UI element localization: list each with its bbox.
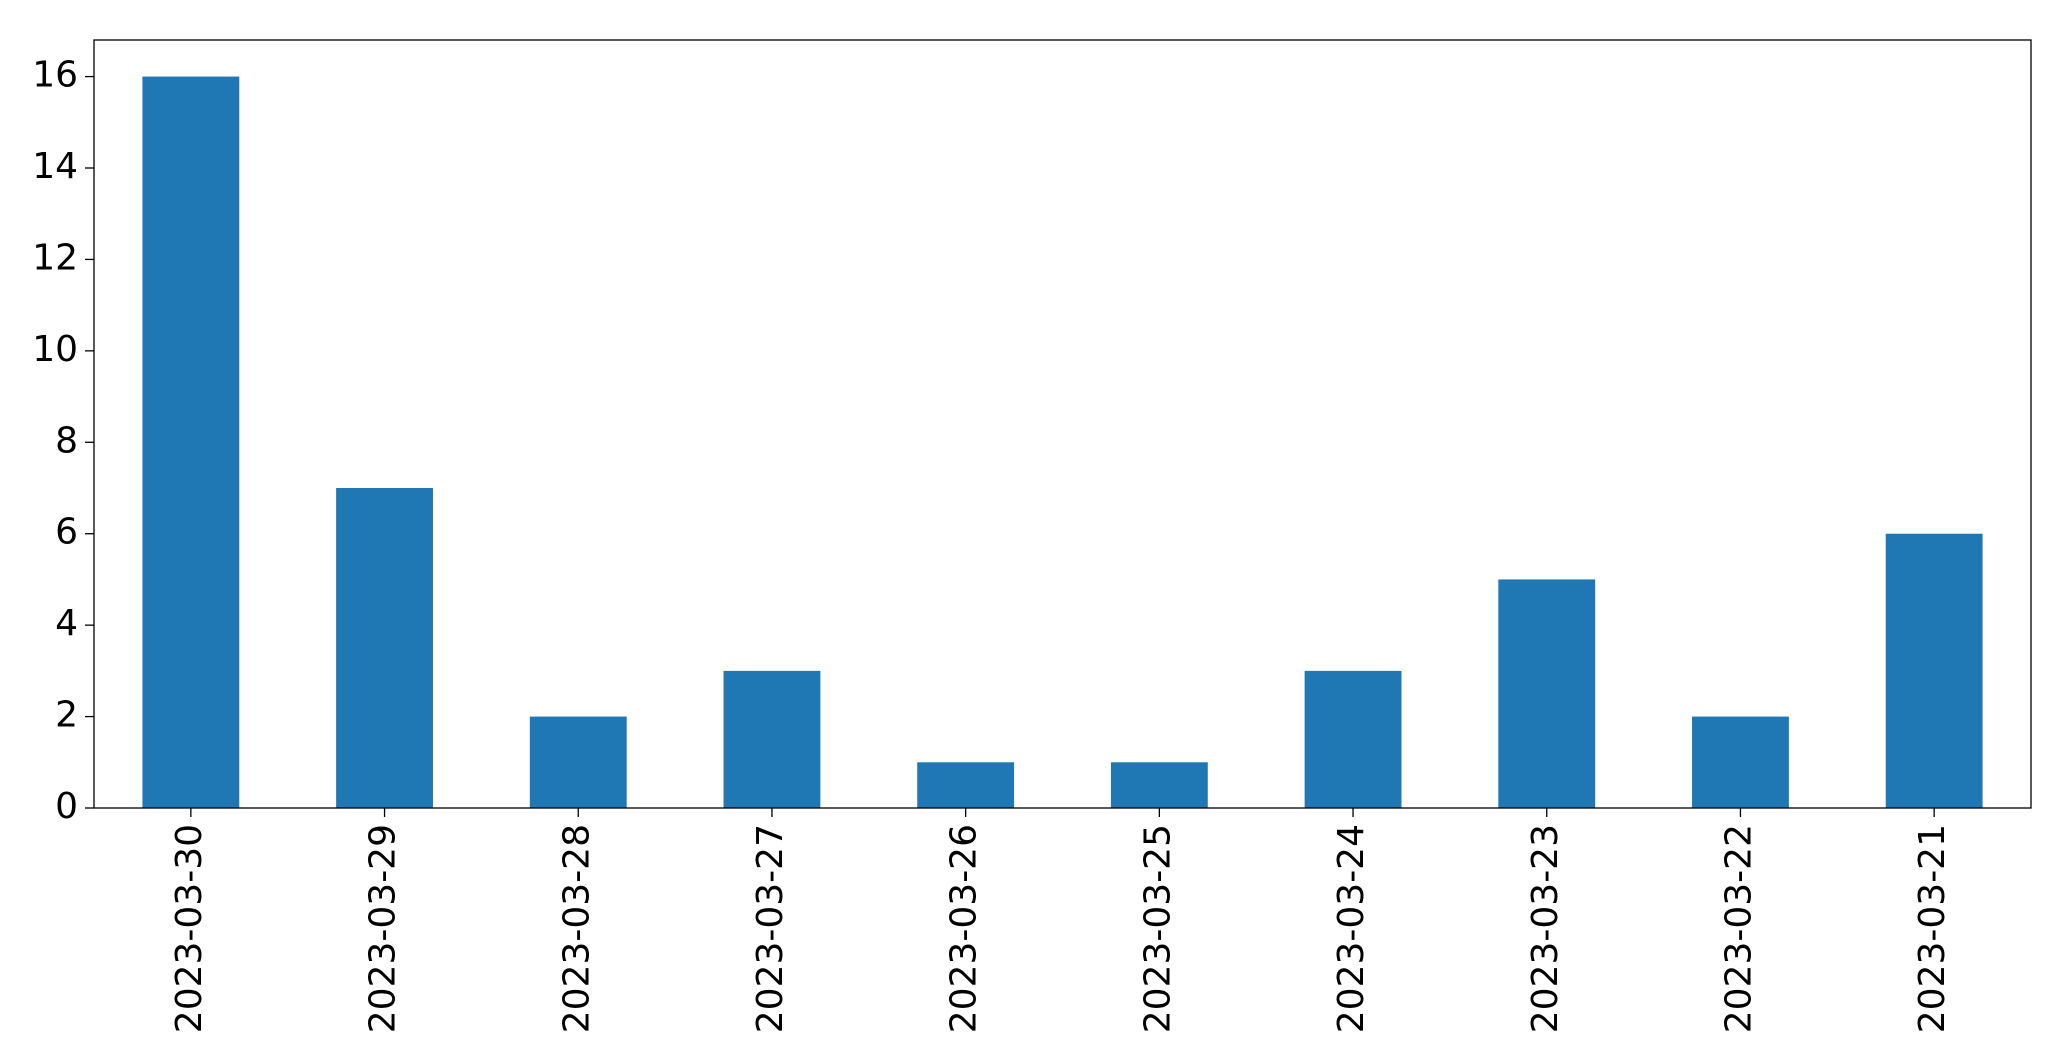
bar xyxy=(1110,762,1208,808)
bar xyxy=(1885,533,1983,808)
bar xyxy=(142,76,240,809)
y-tick-label: 0 xyxy=(55,786,78,827)
y-tick-label: 14 xyxy=(32,146,78,187)
bar xyxy=(1498,579,1596,808)
plot-frame xyxy=(93,39,2032,809)
y-tick-label: 10 xyxy=(32,329,78,370)
bar xyxy=(529,716,627,808)
bar xyxy=(1692,716,1789,808)
bar xyxy=(336,488,433,808)
y-tick-label: 8 xyxy=(55,420,78,461)
x-tick-label: 2023-03-26 xyxy=(944,824,985,1033)
y-tick-label: 16 xyxy=(32,55,78,96)
bar xyxy=(917,762,1015,808)
x-tick-label: 2023-03-27 xyxy=(750,824,791,1033)
bar xyxy=(723,670,821,808)
x-tick-label: 2023-03-21 xyxy=(1912,824,1953,1033)
x-tick-label: 2023-03-29 xyxy=(363,824,404,1033)
x-tick-label: 2023-03-22 xyxy=(1718,824,1759,1033)
x-tick-label: 2023-03-28 xyxy=(556,824,597,1033)
x-tick-label: 2023-03-23 xyxy=(1525,824,1566,1033)
x-tick-label: 2023-03-24 xyxy=(1331,824,1372,1033)
x-tick-label: 2023-03-25 xyxy=(1137,824,1178,1033)
x-tick-label: 2023-03-30 xyxy=(169,824,210,1033)
y-tick-label: 4 xyxy=(55,603,78,644)
y-tick-label: 12 xyxy=(32,237,78,278)
y-tick-label: 6 xyxy=(55,512,78,553)
y-tick-label: 2 xyxy=(55,695,78,736)
bar xyxy=(1304,670,1402,808)
